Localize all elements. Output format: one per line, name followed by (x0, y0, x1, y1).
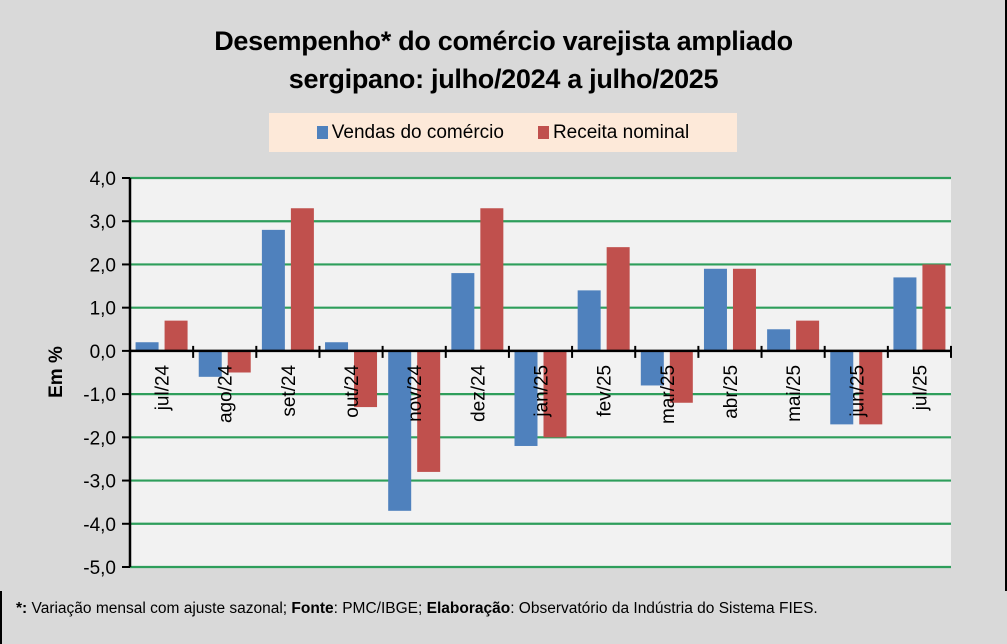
bar-receita (354, 350, 378, 408)
bar-vendas (640, 350, 664, 386)
legend-swatch-receita (537, 126, 549, 139)
bar-receita (480, 208, 504, 351)
y-axis-title: Em % (46, 346, 67, 398)
bar-vendas (514, 350, 538, 446)
bar-vendas (703, 268, 727, 351)
y-tick-label: 4,0 (90, 169, 116, 190)
frame-border-right (1005, 0, 1007, 591)
bar-receita (859, 350, 883, 425)
chart-title: Desempenho* do comércio varejista amplia… (0, 22, 1007, 98)
x-tick-label: fev/25 (595, 365, 616, 417)
y-tick-label: -1,0 (83, 385, 116, 406)
x-tick-label: set/24 (279, 364, 300, 416)
x-tick-labels: jul/24 ago/24 set/24 out/24 nov/24 dez/24 jan/… (153, 364, 932, 424)
bar-vendas (325, 342, 349, 351)
x-tick-label: abr/25 (721, 365, 742, 419)
bar-chart: 4,0 3,0 2,0 1,0 0,0 -1,0 -2,0 -3,0 -4,0 -5,0 jul/… (46, 169, 952, 579)
bar-receita (227, 350, 251, 373)
gridlines (130, 176, 951, 569)
bar-receita (669, 350, 693, 403)
x-tick-label: nov/24 (405, 364, 426, 421)
chart-title-line-1: Desempenho* do comércio varejista amplia… (214, 26, 793, 56)
x-tick-label: jan/25 (532, 365, 553, 418)
legend-item-vendas: Vendas do comércio (316, 121, 504, 144)
y-tick-label: 0,0 (90, 342, 116, 363)
footer-source-label: Fonte (291, 600, 334, 617)
y-tick-label: -4,0 (83, 515, 116, 536)
y-tick-label: 2,0 (90, 255, 116, 276)
bar-receita (164, 320, 188, 351)
x-tick-label: dez/24 (468, 364, 489, 421)
bar-vendas (451, 273, 475, 351)
y-tick-label: 1,0 (90, 299, 116, 320)
bar-vendas (388, 350, 412, 511)
bar-receita (606, 247, 630, 351)
legend-label-receita: Receita nominal (552, 121, 690, 143)
x-tick-label: jul/25 (910, 365, 931, 411)
x-tick-label: mai/25 (784, 365, 805, 422)
legend-item-receita: Receita nominal (537, 121, 690, 144)
chart-legend: Vendas do comércio Receita nominal (269, 113, 737, 152)
y-tick-label: -5,0 (83, 558, 116, 579)
bar-vendas (261, 229, 285, 351)
bar-vendas (577, 290, 601, 351)
bar-receita (732, 268, 756, 351)
y-tick-labels: 4,0 3,0 2,0 1,0 0,0 -1,0 -2,0 -3,0 -4,0 -5,0 (83, 169, 116, 579)
axes (122, 177, 952, 568)
footer-source-value: : PMC/IBGE; (333, 600, 427, 617)
bar-vendas (830, 350, 854, 425)
x-tick-label: out/24 (342, 364, 363, 417)
x-tick-label: jul/24 (153, 364, 174, 411)
bar-vendas (893, 277, 917, 351)
y-tick-label: -3,0 (83, 472, 116, 493)
footer-note: *: Variação mensal com ajuste sazonal; F… (16, 600, 818, 618)
y-tick-label: 3,0 (90, 212, 116, 233)
y-tick-label: -2,0 (83, 428, 116, 449)
legend-swatch-vendas (316, 126, 328, 139)
bars (135, 208, 946, 511)
bar-receita (543, 350, 567, 438)
x-tick-label: mar/25 (658, 365, 679, 424)
bar-vendas (767, 329, 791, 351)
footer-note-text: Variação mensal com ajuste sazonal; (27, 600, 292, 617)
bar-vendas (198, 350, 222, 377)
bar-receita (796, 320, 820, 351)
x-tick-label: jun/25 (847, 365, 868, 418)
footer-asterisk: *: (16, 600, 28, 617)
chart-title-line-2: sergipano: julho/2024 a julho/2025 (288, 64, 719, 94)
bar-vendas (135, 342, 159, 351)
legend-label-vendas: Vendas do comércio (331, 121, 504, 143)
bar-receita (290, 208, 314, 351)
footer-credit-value: : Observatório da Indústria do Sistema F… (510, 600, 818, 617)
bar-receita (922, 264, 946, 351)
footer-credit-label: Elaboração (426, 600, 511, 617)
x-tick-label: ago/24 (216, 364, 237, 423)
frame-border-left (0, 591, 2, 644)
bar-receita (417, 350, 441, 472)
